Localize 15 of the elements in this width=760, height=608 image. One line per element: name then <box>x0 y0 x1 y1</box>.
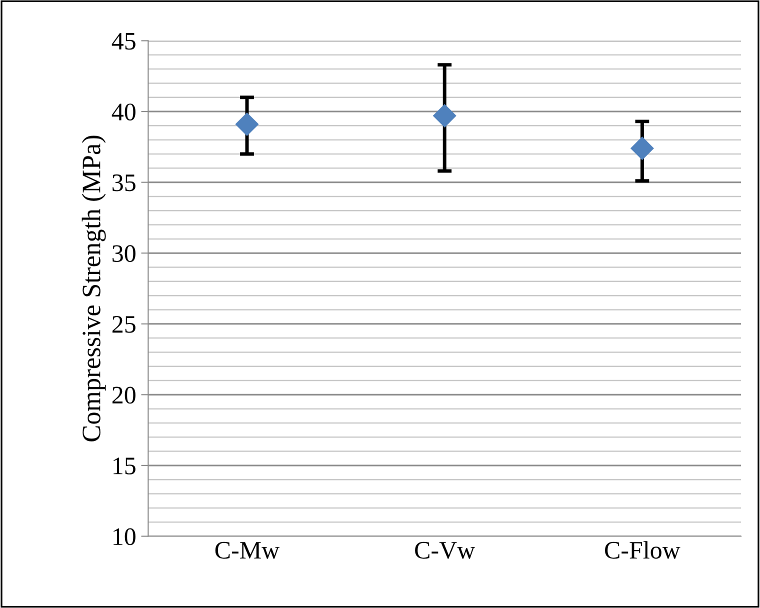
point <box>433 104 456 128</box>
y-tick-label: 10 <box>114 528 136 546</box>
x-tick-label: C-Mw <box>215 542 280 559</box>
y-tick-label: 20 <box>112 386 136 404</box>
y-tick-label: 45 <box>112 32 136 50</box>
point <box>630 136 654 160</box>
y-tick-label: 15 <box>114 458 136 474</box>
y-axis-title: Compressive Strength (MPa) <box>82 136 106 442</box>
x-tick-label: C-Vw <box>415 542 476 559</box>
x-tick-label: C-Flow <box>605 541 680 559</box>
y-tick-label: 30 <box>112 245 136 262</box>
point <box>236 112 258 136</box>
y-tick-label: 35 <box>112 174 136 192</box>
y-tick-label: 25 <box>112 316 136 333</box>
y-tick-label: 40 <box>112 104 136 120</box>
